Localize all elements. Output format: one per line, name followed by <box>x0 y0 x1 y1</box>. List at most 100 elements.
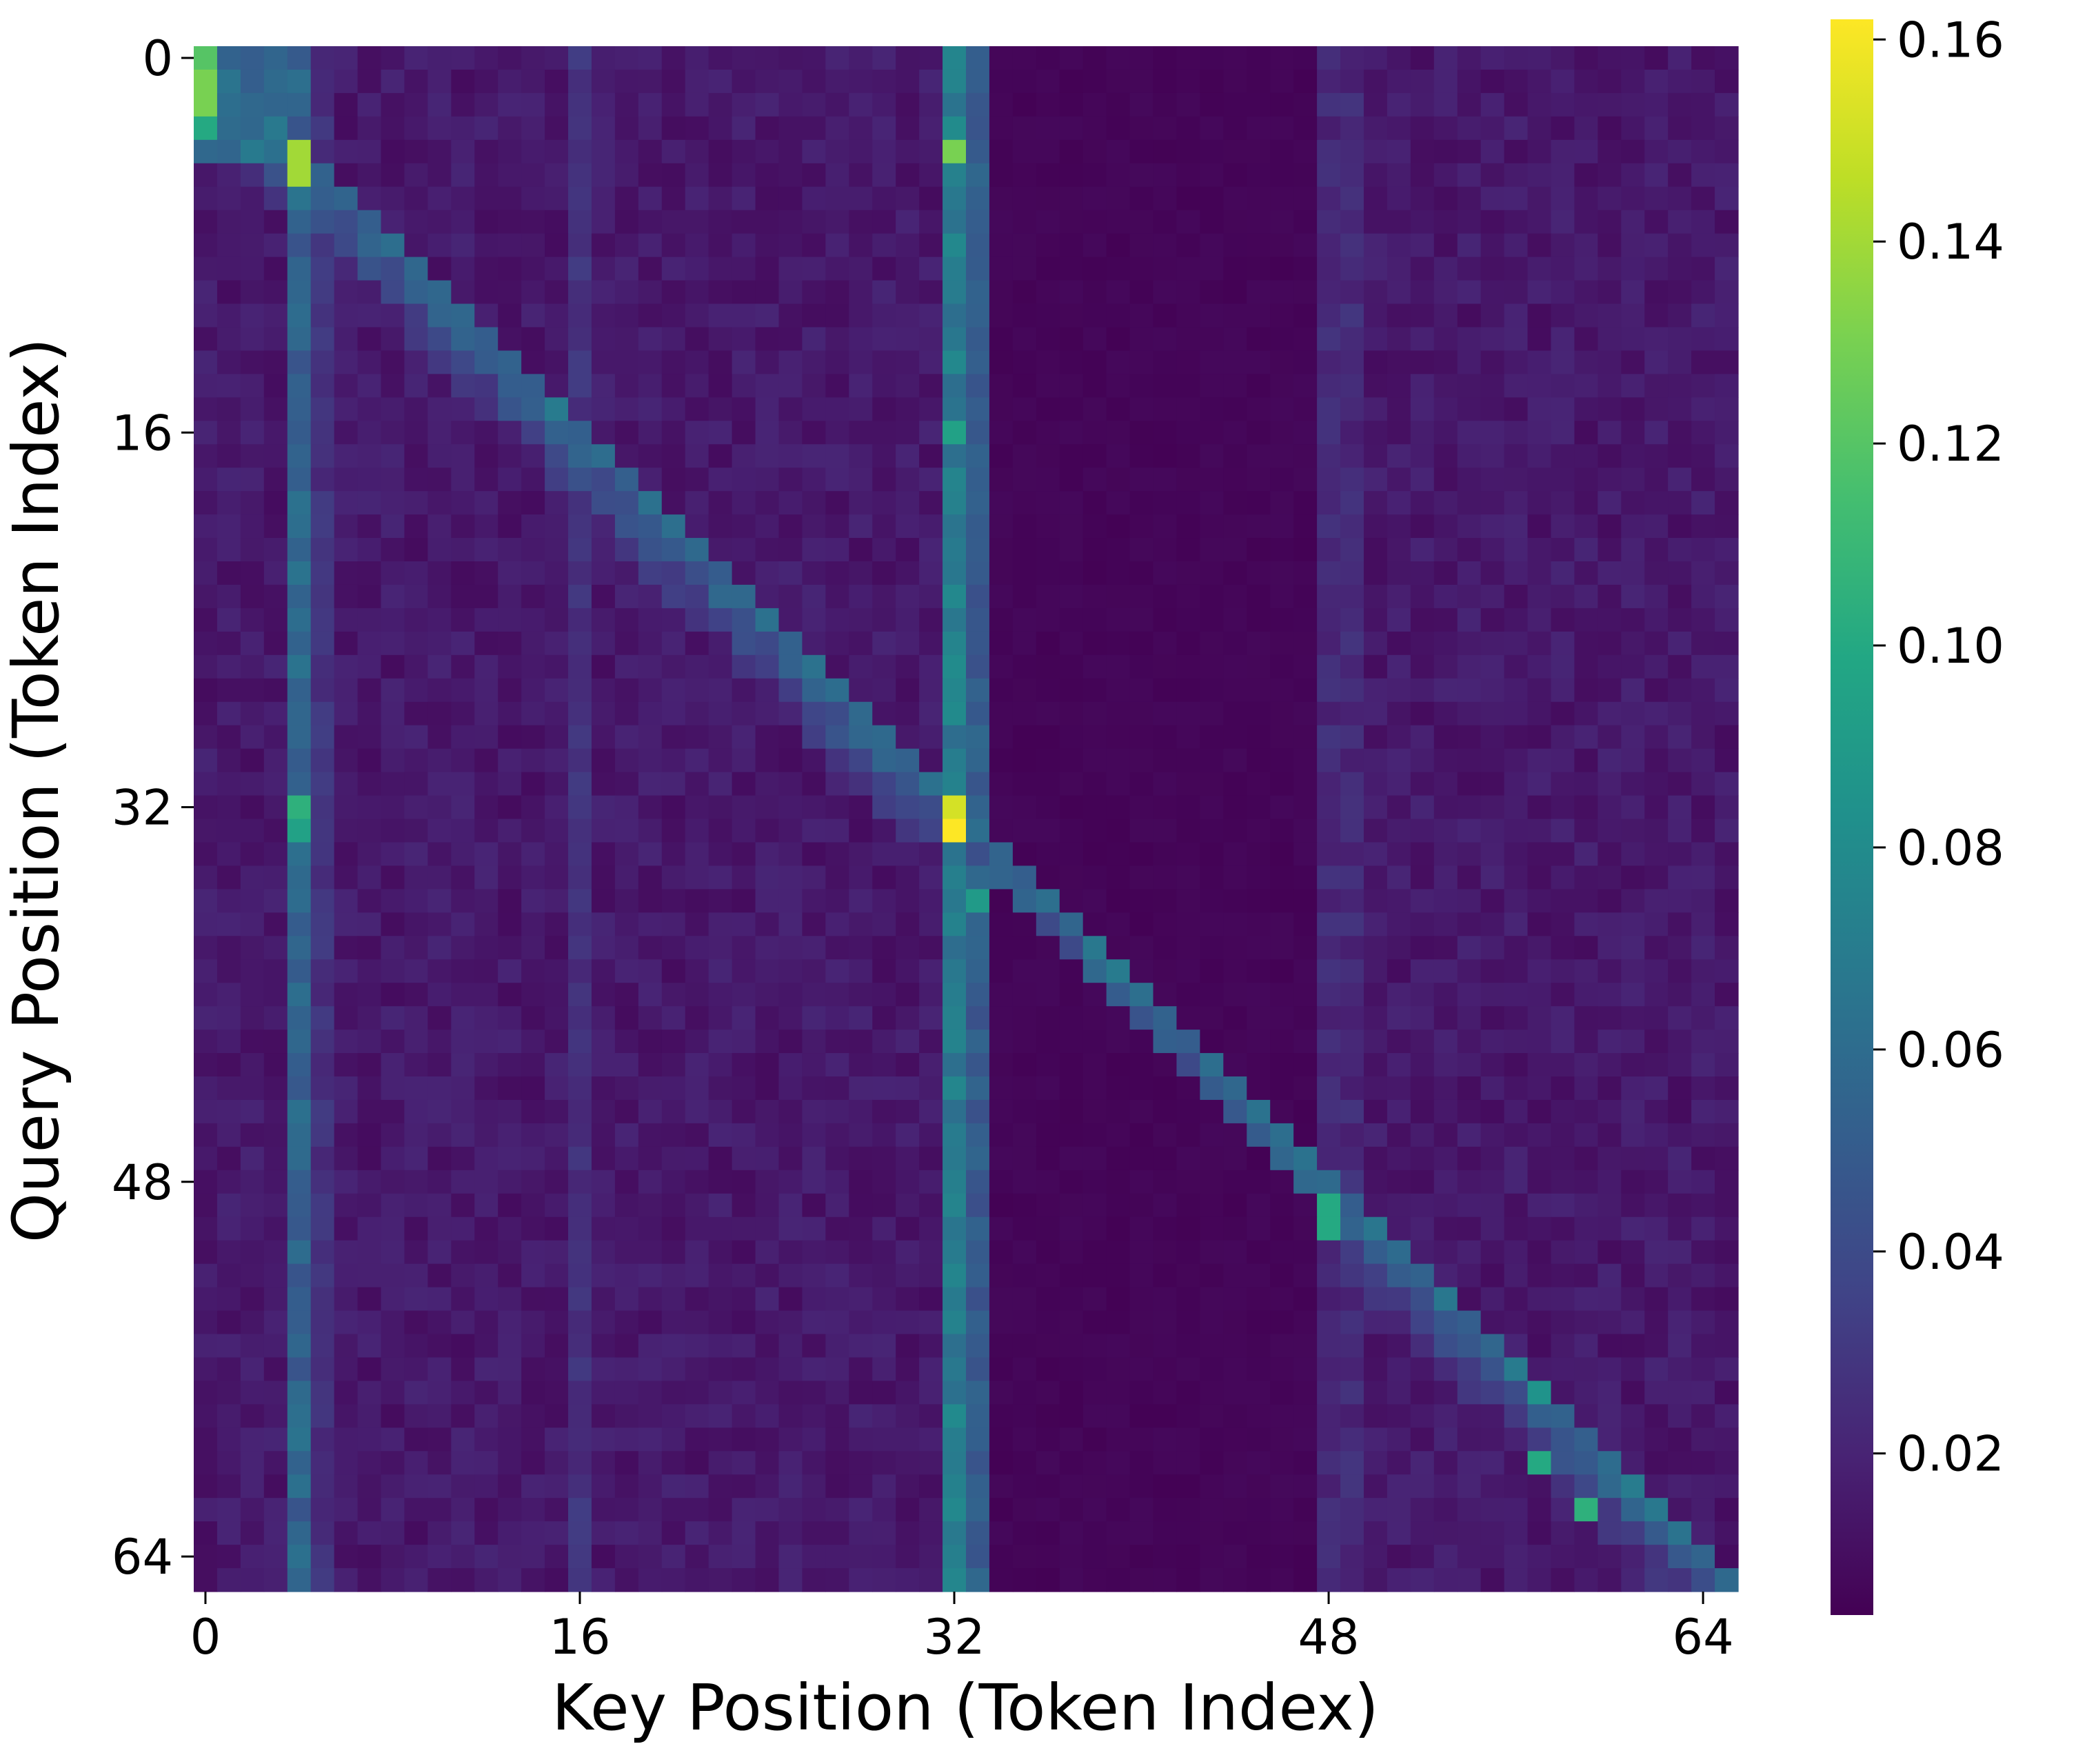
heatmap-cell <box>240 233 265 258</box>
heatmap-cell <box>1340 280 1364 305</box>
heatmap-cell <box>872 819 896 843</box>
heatmap-cell <box>1410 1381 1435 1405</box>
heatmap-cell <box>1504 819 1529 843</box>
heatmap-cell <box>778 701 803 726</box>
heatmap-cell <box>638 46 663 70</box>
heatmap-cell <box>451 514 475 539</box>
heatmap-cell <box>919 584 943 609</box>
heatmap-cell <box>989 350 1014 374</box>
heatmap-cell <box>1668 1357 1692 1381</box>
heatmap-cell <box>334 491 359 515</box>
heatmap-cell <box>240 1451 265 1475</box>
heatmap-cell <box>638 584 663 609</box>
heatmap-cell <box>966 1310 990 1335</box>
heatmap-cell <box>872 1170 896 1194</box>
heatmap-cell <box>1270 631 1294 656</box>
heatmap-cell <box>825 865 849 890</box>
heatmap-cell <box>310 1076 335 1101</box>
heatmap-cell <box>1668 163 1692 188</box>
heatmap-cell <box>194 139 218 164</box>
heatmap-cell <box>1480 1263 1505 1288</box>
heatmap-cell <box>685 1146 709 1171</box>
heatmap-cell <box>194 1030 218 1054</box>
heatmap-cell <box>1129 1006 1154 1030</box>
heatmap-cell <box>943 514 967 539</box>
heatmap-cell <box>685 748 709 773</box>
heatmap-cell <box>1387 584 1411 609</box>
heatmap-cell <box>708 1310 733 1335</box>
heatmap-cell <box>1293 936 1318 960</box>
heatmap-cell <box>685 1545 709 1569</box>
heatmap-cell <box>498 350 522 374</box>
heatmap-cell <box>1082 1427 1107 1452</box>
heatmap-cell <box>1129 69 1154 94</box>
heatmap-cell <box>1317 139 1341 164</box>
heatmap-cell <box>240 1568 265 1592</box>
heatmap-cell <box>1668 1263 1692 1288</box>
heatmap-cell <box>498 936 522 960</box>
heatmap-cell <box>334 678 359 703</box>
heatmap-cell <box>287 1357 312 1381</box>
heatmap-cell <box>1036 1357 1060 1381</box>
heatmap-cell <box>708 889 733 913</box>
heatmap-cell <box>1410 1427 1435 1452</box>
heatmap-cell <box>919 865 943 890</box>
heatmap-cell <box>614 186 639 211</box>
heatmap-cell <box>1012 468 1037 492</box>
heatmap-cell <box>966 186 990 211</box>
heatmap-cell <box>661 327 686 351</box>
heatmap-cell <box>240 1404 265 1428</box>
heatmap-cell <box>1644 1263 1669 1288</box>
heatmap-cell <box>521 912 545 936</box>
heatmap-cell <box>1082 210 1107 234</box>
heatmap-cell <box>310 69 335 94</box>
heatmap-cell <box>1153 327 1178 351</box>
heatmap-cell <box>1644 1334 1669 1359</box>
heatmap-cell <box>1106 1030 1131 1054</box>
heatmap-cell <box>1457 1451 1482 1475</box>
heatmap-cell <box>919 678 943 703</box>
heatmap-cell <box>638 116 663 141</box>
heatmap-cell <box>1106 772 1131 796</box>
heatmap-cell <box>1457 210 1482 234</box>
heatmap-cell <box>498 842 522 866</box>
heatmap-cell <box>1691 1568 1715 1592</box>
heatmap-cell <box>896 561 920 585</box>
heatmap-cell <box>240 1076 265 1101</box>
heatmap-cell <box>381 1146 405 1171</box>
heatmap-cell <box>1644 1123 1669 1147</box>
heatmap-cell <box>989 608 1014 632</box>
heatmap-cell <box>451 795 475 820</box>
heatmap-cell <box>1340 491 1364 515</box>
heatmap-cell <box>1387 1240 1411 1265</box>
heatmap-cell <box>778 1451 803 1475</box>
heatmap-cell <box>708 1381 733 1405</box>
heatmap-cell <box>1153 139 1178 164</box>
heatmap-cell <box>1293 1099 1318 1124</box>
heatmap-cell <box>1551 327 1575 351</box>
heatmap-cell <box>1223 1427 1247 1452</box>
heatmap-cell <box>732 303 756 328</box>
heatmap-cell <box>896 1334 920 1359</box>
heatmap-cell <box>1317 46 1341 70</box>
heatmap-cell <box>778 561 803 585</box>
heatmap-cell <box>1340 1030 1364 1054</box>
heatmap-cell <box>287 92 312 117</box>
heatmap-cell <box>1106 186 1131 211</box>
heatmap-cell <box>1036 1170 1060 1194</box>
heatmap-cell <box>334 748 359 773</box>
heatmap-cell <box>1317 374 1341 398</box>
heatmap-cell <box>1621 327 1645 351</box>
heatmap-cell <box>334 1099 359 1124</box>
heatmap-cell <box>802 1451 826 1475</box>
heatmap-cell <box>263 1193 288 1218</box>
heatmap-cell <box>1527 421 1552 445</box>
heatmap-cell <box>755 1498 780 1522</box>
heatmap-cell <box>1059 139 1084 164</box>
heatmap-cell <box>638 421 663 445</box>
heatmap-cell <box>1247 701 1271 726</box>
heatmap-cell <box>1223 819 1247 843</box>
heatmap-cell <box>1317 1498 1341 1522</box>
heatmap-cell <box>498 1334 522 1359</box>
heatmap-cell <box>1410 1404 1435 1428</box>
